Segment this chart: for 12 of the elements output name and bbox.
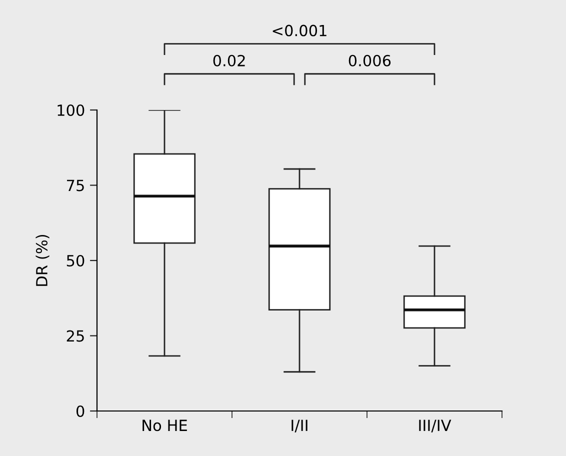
text: 0.02 [213,54,245,66]
y-tick-label: 75 [67,180,84,192]
y-tick-label: 50 [66,254,84,267]
x-tick-label: I/II [292,420,308,432]
y-tick-label: 0 [76,405,84,418]
y-axis-title: DR (%) [36,234,50,286]
y-tick-label: 25 [66,330,84,342]
y-tick-label: 100 [58,104,84,116]
text: <0.001 [272,24,326,36]
x-tick-label: III/IV [419,420,452,432]
x-tick-label: No HE [142,420,187,432]
text: 0.006 [348,54,391,66]
